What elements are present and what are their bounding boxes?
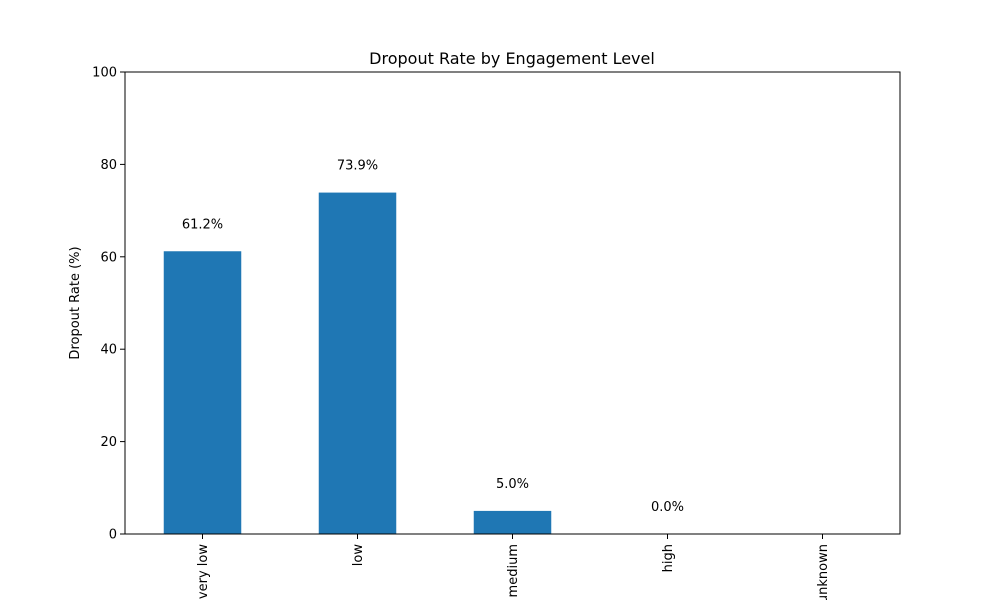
x-tick-label: medium: [506, 544, 521, 597]
data-label: 5.0%: [496, 477, 529, 492]
plot-frame: [124, 71, 901, 535]
bar-very-low: [163, 251, 242, 535]
bar-low: [318, 192, 397, 534]
y-tick-label: 0: [109, 528, 117, 543]
y-tick-label: 20: [100, 435, 117, 450]
y-tick-label: 100: [92, 66, 117, 81]
y-tick-label: 60: [100, 250, 117, 265]
bar-medium: [473, 510, 552, 534]
plot-area: 0 20 40 60 80 100 61.2% very low 73.9% low 5.0% med…: [92, 66, 831, 600]
chart-title: Dropout Rate by Engagement Level: [369, 49, 655, 68]
x-tick-label: very low: [196, 544, 211, 599]
y-tick-label: 80: [100, 158, 117, 173]
data-label: 61.2%: [182, 217, 223, 232]
x-tick-label: low: [351, 544, 366, 567]
x-tick-label: unknown: [816, 544, 831, 600]
data-label: 73.9%: [337, 159, 378, 174]
x-tick-label: high: [661, 544, 676, 572]
y-tick-label: 40: [100, 343, 117, 358]
data-label: 0.0%: [651, 500, 684, 515]
y-axis-label: Dropout Rate (%): [68, 246, 83, 359]
